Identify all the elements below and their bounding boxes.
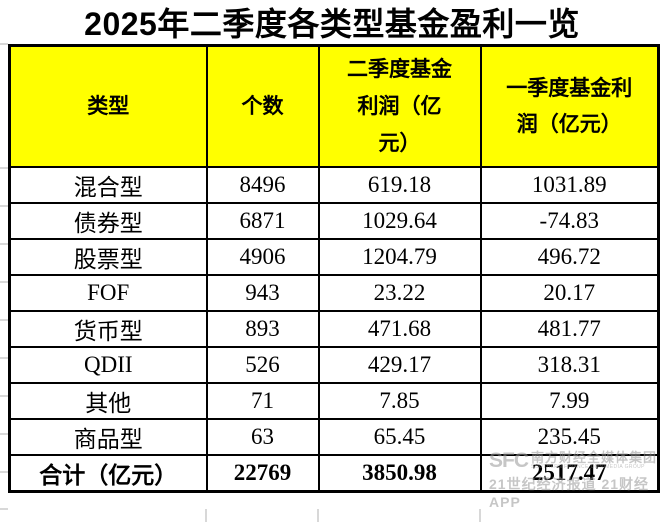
gridline xyxy=(0,43,8,45)
gridline xyxy=(317,509,319,522)
cell-q2-profit: 619.18 xyxy=(317,165,482,204)
cell-q2-profit: 7.85 xyxy=(317,381,482,420)
cell-type: 股票型 xyxy=(8,237,208,276)
gridline xyxy=(0,508,8,510)
page-title: 2025年二季度各类型基金盈利一览 xyxy=(84,6,580,42)
cell-count: 63 xyxy=(205,417,320,456)
gridline xyxy=(205,509,207,522)
cell-q1-profit: 481.77 xyxy=(479,309,660,348)
gridline xyxy=(0,167,8,169)
cell-count: 6871 xyxy=(205,201,320,240)
cell-type: 货币型 xyxy=(8,309,208,348)
table-row: QDII 526 429.17 318.31 xyxy=(8,345,660,384)
cell-count: 22769 xyxy=(205,453,320,492)
cell-q2-profit: 1029.64 xyxy=(317,201,482,240)
header-row: 类型 个数 二季度基金 利润（亿 元） 一季度基金利 润（亿元） xyxy=(8,44,660,168)
cell-count: 71 xyxy=(205,381,320,420)
cell-type: 债券型 xyxy=(8,201,208,240)
cell-q1-profit: 318.31 xyxy=(479,345,660,384)
cell-count: 943 xyxy=(205,273,320,312)
table-row: 债券型 6871 1029.64 -74.83 xyxy=(8,201,660,240)
cell-q2-profit: 3850.98 xyxy=(317,453,482,492)
gridline xyxy=(0,471,8,473)
cell-type: 商品型 xyxy=(8,417,208,456)
cell-q1-profit: 7.99 xyxy=(479,381,660,420)
table-row: FOF 943 23.22 20.17 xyxy=(8,273,660,312)
table-row: 货币型 893 471.68 481.77 xyxy=(8,309,660,348)
table-row: 商品型 63 65.45 235.45 xyxy=(8,417,660,456)
cell-q2-profit: 429.17 xyxy=(317,345,482,384)
cell-q2-profit: 65.45 xyxy=(317,417,482,456)
header-q1-profit: 一季度基金利 润（亿元） xyxy=(479,44,660,168)
gridline xyxy=(0,281,8,283)
gridline xyxy=(479,509,481,522)
cell-q2-profit: 1204.79 xyxy=(317,237,482,276)
cell-q1-profit: 1031.89 xyxy=(479,165,660,204)
gridline xyxy=(0,395,8,397)
table-row: 股票型 4906 1204.79 496.72 xyxy=(8,237,660,276)
gridline xyxy=(0,205,8,207)
total-row: 合计（亿元） 22769 3850.98 2517.47 xyxy=(8,453,660,492)
cell-count: 526 xyxy=(205,345,320,384)
header-count: 个数 xyxy=(205,44,320,168)
cell-type: 混合型 xyxy=(8,165,208,204)
table-row: 其他 71 7.85 7.99 xyxy=(8,381,660,420)
table-row: 混合型 8496 619.18 1031.89 xyxy=(8,165,660,204)
cell-q1-profit: 496.72 xyxy=(479,237,660,276)
cell-q1-profit: -74.83 xyxy=(479,201,660,240)
cell-q1-profit: 235.45 xyxy=(479,417,660,456)
cell-type: 其他 xyxy=(8,381,208,420)
header-q2-profit: 二季度基金 利润（亿 元） xyxy=(317,44,482,168)
cell-type: FOF xyxy=(8,273,208,312)
cell-q1-profit: 20.17 xyxy=(479,273,660,312)
header-type: 类型 xyxy=(8,44,208,168)
cell-count: 8496 xyxy=(205,165,320,204)
fund-profit-table: 类型 个数 二季度基金 利润（亿 元） 一季度基金利 润（亿元） 混合型 849… xyxy=(8,44,660,493)
cell-type: QDII xyxy=(8,345,208,384)
cell-q2-profit: 471.68 xyxy=(317,309,482,348)
cell-q1-profit: 2517.47 xyxy=(479,453,660,492)
gridline xyxy=(0,433,8,435)
gridline xyxy=(0,243,8,245)
cell-count: 893 xyxy=(205,309,320,348)
cell-q2-profit: 23.22 xyxy=(317,273,482,312)
gridline xyxy=(0,357,8,359)
cell-count: 4906 xyxy=(205,237,320,276)
gridline xyxy=(0,319,8,321)
cell-type: 合计（亿元） xyxy=(8,453,208,492)
